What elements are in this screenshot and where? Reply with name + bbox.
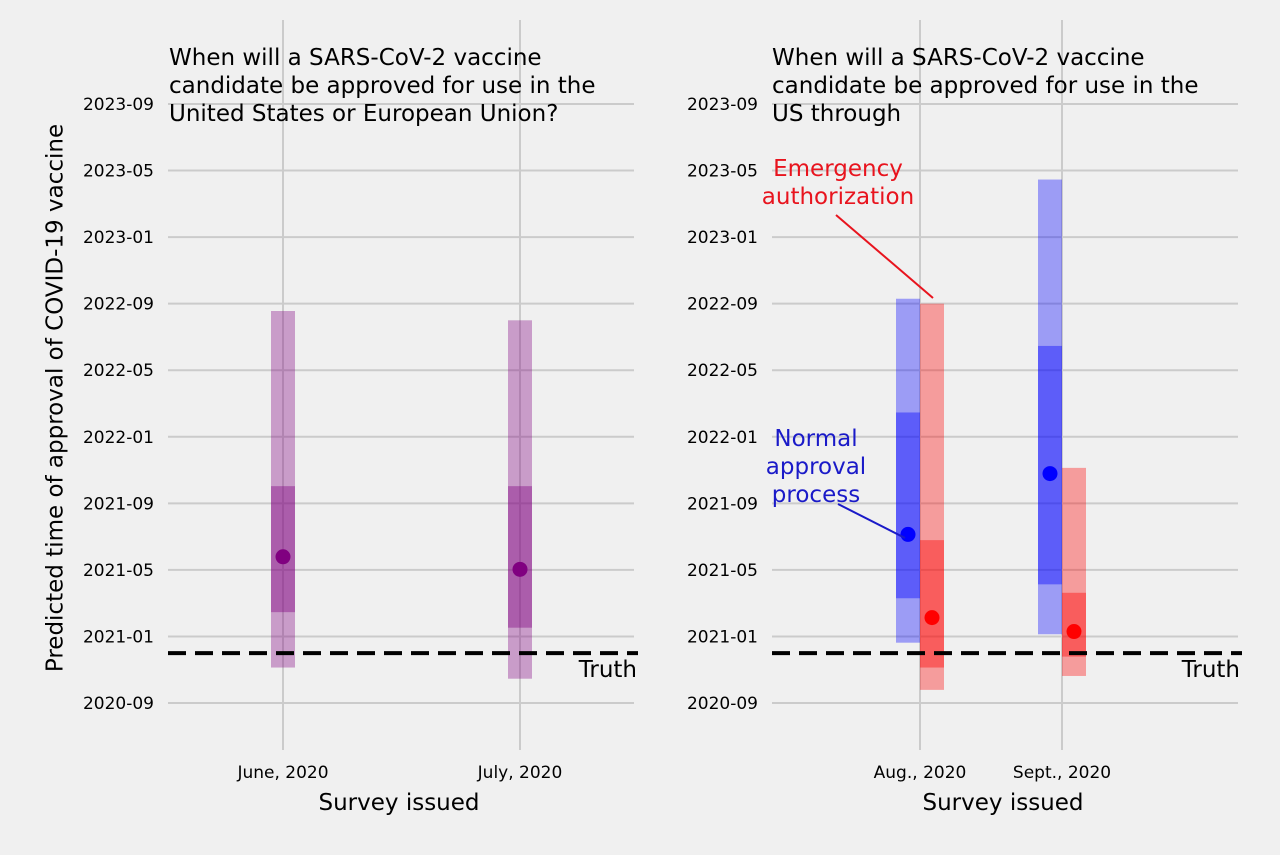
x-axis-label: Survey issued <box>923 790 1084 816</box>
annotation-text: authorization <box>762 184 914 210</box>
x-tick-label: Aug., 2020 <box>874 763 967 783</box>
annotation-text: approval <box>766 454 866 480</box>
chart-title-line: US through <box>772 101 901 127</box>
y-axis-label: Predicted time of approval of COVID-19 v… <box>43 124 69 672</box>
median-point <box>900 526 916 542</box>
x-tick-label: Sept., 2020 <box>1013 763 1111 783</box>
outer-interval-bar <box>1038 179 1062 635</box>
outer-interval-bar <box>1062 467 1086 676</box>
y-tick-label: 2021-01 <box>687 627 758 647</box>
median-point <box>275 549 291 565</box>
y-tick-label: 2020-09 <box>83 694 154 714</box>
y-tick-label: 2020-09 <box>687 694 758 714</box>
y-tick-label: 2022-01 <box>83 428 154 448</box>
y-tick-label: 2021-09 <box>83 494 154 514</box>
x-axis-label: Survey issued <box>319 790 480 816</box>
outer-interval-bar <box>896 298 920 643</box>
chart-title-line: candidate be approved for use in the <box>169 73 596 99</box>
chart-title-line: candidate be approved for use in the <box>772 73 1199 99</box>
inner-interval-bar <box>1038 345 1062 585</box>
inner-interval-bar <box>896 412 920 599</box>
median-point <box>1066 624 1082 640</box>
y-tick-label: 2022-01 <box>687 428 758 448</box>
y-tick-label: 2023-09 <box>687 95 758 115</box>
median-point <box>1042 466 1058 482</box>
y-tick-label: 2023-05 <box>687 162 758 182</box>
y-tick-label: 2022-09 <box>83 295 154 315</box>
median-point <box>924 610 940 626</box>
annotation-text: Emergency <box>773 156 903 182</box>
outer-interval-bar <box>508 320 532 679</box>
y-tick-label: 2023-01 <box>687 228 758 248</box>
annotation-leader-line <box>835 214 934 299</box>
chart-title-line: When will a SARS-CoV-2 vaccine <box>169 45 542 71</box>
inner-interval-bar <box>920 540 944 668</box>
right-panel: 2020-09 2021-01 2021-05 2021-09 2022-01 2022-… <box>687 20 1242 816</box>
x-tick-label: July, 2020 <box>477 763 563 783</box>
y-tick-label: 2022-05 <box>83 361 154 381</box>
left-panel: 2020-09 2021-01 2021-05 2021-09 2022-01 2022-… <box>83 20 638 816</box>
y-tick-label: 2021-05 <box>83 561 154 581</box>
y-tick-label: 2021-05 <box>687 561 758 581</box>
truth-label: Truth <box>578 657 637 683</box>
y-tick-label: 2023-09 <box>83 95 154 115</box>
outer-interval-bar <box>271 311 295 668</box>
chart-title-line: When will a SARS-CoV-2 vaccine <box>772 45 1145 71</box>
chart-title-line: United States or European Union? <box>169 101 558 127</box>
median-point <box>512 561 528 577</box>
y-tick-label: 2022-05 <box>687 361 758 381</box>
y-tick-label: 2021-01 <box>83 627 154 647</box>
annotation-text: Normal <box>774 426 857 452</box>
y-tick-label: 2023-01 <box>83 228 154 248</box>
x-tick-label: June, 2020 <box>236 763 328 783</box>
inner-interval-bar <box>508 486 532 628</box>
y-tick-label: 2023-05 <box>83 162 154 182</box>
y-tick-label: 2022-09 <box>687 295 758 315</box>
annotation-text: process <box>772 482 860 508</box>
annotation-leader-line <box>837 503 906 539</box>
outer-interval-bar <box>920 303 944 690</box>
truth-label: Truth <box>1181 657 1240 683</box>
y-tick-label: 2021-09 <box>687 494 758 514</box>
inner-interval-bar <box>271 486 295 613</box>
